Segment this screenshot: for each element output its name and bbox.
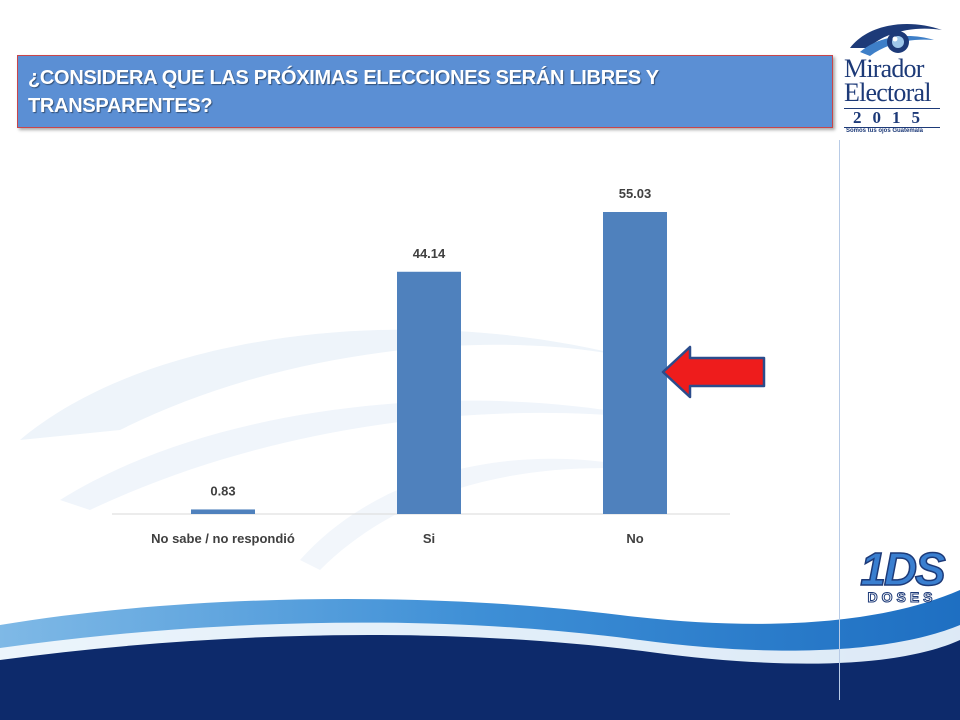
mirador-electoral-logo: Mirador Electoral 2015 Somos tus ojos Gu… (836, 18, 946, 140)
value-label-0: 0.83 (210, 483, 235, 498)
bar-1 (397, 271, 461, 514)
red-arrow-left-icon (661, 345, 766, 399)
title-banner: ¿CONSIDERA QUE LAS PRÓXIMAS ELECCIONES S… (17, 55, 833, 128)
logo-word-mirador: Mirador (844, 54, 924, 83)
category-label-0: No sabe / no respondió (151, 531, 295, 546)
page-title: ¿CONSIDERA QUE LAS PRÓXIMAS ELECCIONES S… (28, 67, 659, 117)
bar-2 (603, 212, 667, 514)
doses-mark-icon: 1DS (860, 545, 949, 589)
doses-word: DOSES (867, 589, 937, 605)
doses-logo: 1DS DOSES (849, 545, 955, 605)
logo-slogan: Somos tus ojos Guatemala (846, 128, 924, 134)
category-label-2: No (626, 531, 643, 546)
bar-0 (191, 509, 255, 514)
eye-icon (850, 24, 942, 56)
value-label-2: 55.03 (619, 186, 652, 201)
category-label-1: Si (423, 531, 435, 546)
logo-word-electoral: Electoral (844, 78, 931, 107)
value-label-1: 44.14 (413, 246, 446, 261)
divider-line (839, 140, 840, 700)
logo-year: 2015 (844, 108, 940, 128)
doses-mark-text: 1DS (860, 545, 946, 589)
